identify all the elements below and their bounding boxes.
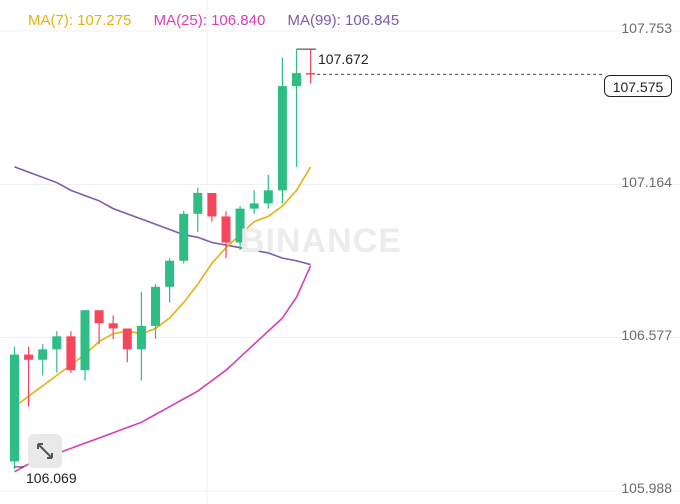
candle-body	[108, 323, 118, 329]
ma-legend: MA(7): 107.275 MA(25): 106.840 MA(99): 1…	[28, 12, 417, 29]
ma25-label: MA(25): 106.840	[153, 12, 266, 29]
ma99-line	[14, 166, 311, 266]
candle-body	[235, 208, 245, 243]
candle-body	[94, 310, 104, 324]
ma99-label: MA(99): 106.845	[287, 12, 400, 29]
candle-body	[136, 325, 146, 350]
binance-watermark: BINANCE	[240, 222, 402, 260]
ma7-label: MA(7): 107.275	[28, 12, 132, 29]
candle-body	[221, 216, 231, 243]
high-label: 107.672	[318, 51, 369, 67]
candle-body	[306, 73, 316, 75]
candle-body	[165, 260, 175, 287]
candle-body	[24, 354, 34, 360]
candle-body	[151, 286, 160, 326]
y-tick-4: 105.988	[621, 480, 672, 496]
candle-body	[52, 336, 62, 350]
expand-icon	[37, 443, 53, 459]
expand-button[interactable]	[28, 434, 62, 468]
candle-body	[66, 336, 76, 371]
candle-body	[193, 192, 203, 214]
current-price-tag: 107.575	[604, 75, 672, 97]
ma7-line	[14, 166, 312, 408]
candle-body	[277, 86, 287, 191]
candle-body	[10, 354, 19, 462]
y-tick-3: 106.577	[621, 327, 672, 343]
low-label: 106.069	[26, 470, 77, 486]
candle-body	[292, 73, 301, 87]
candle-body	[38, 349, 48, 360]
y-tick-2: 107.164	[621, 174, 672, 190]
candle-body	[207, 192, 217, 217]
ma25-line	[14, 265, 312, 473]
candle-body	[80, 310, 90, 371]
candle-body	[263, 190, 273, 204]
candle-body	[179, 213, 189, 261]
y-tick-1: 107.753	[621, 20, 672, 36]
candle-body	[122, 328, 132, 350]
candle-body	[249, 203, 259, 209]
